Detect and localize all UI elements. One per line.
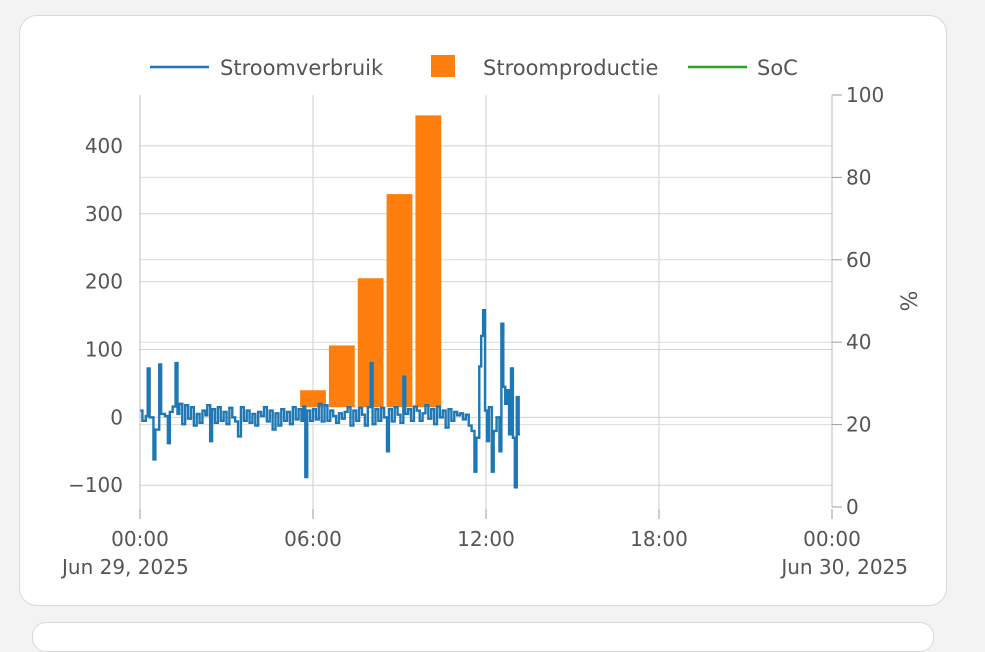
production-bar-1: [328, 345, 355, 408]
y2-tick-label: 80: [846, 165, 871, 189]
production-bar-3: [386, 194, 413, 408]
y-tick-label: −100: [68, 473, 123, 497]
y-tick-label: 0: [110, 405, 123, 429]
x-date-label: Jun 29, 2025: [60, 555, 189, 579]
y-tick-label: 400: [85, 134, 123, 158]
consumption-series: [140, 308, 521, 489]
legend-swatch-bar: [431, 55, 455, 77]
legend-label[interactable]: Stroomproductie: [483, 56, 658, 80]
y2-tick-label: 20: [846, 413, 871, 437]
x-tick-label: 00:00: [803, 527, 861, 551]
axes: −100 0 100 200 300 400 0 20 40 60 80 100% 00:00 Jun 2…: [60, 83, 923, 579]
consumption-line: [140, 308, 521, 489]
y2-tick-label: 60: [846, 248, 871, 272]
y-tick-label: 300: [85, 202, 123, 226]
y2-axis-title: %: [898, 291, 923, 312]
y-tick-label: 100: [85, 338, 123, 362]
legend-label[interactable]: Stroomverbruik: [220, 56, 384, 80]
y-tick-label: 200: [85, 270, 123, 294]
legend-label[interactable]: SoC: [757, 56, 798, 80]
x-date-label: Jun 30, 2025: [779, 555, 908, 579]
production-bar-4: [415, 115, 442, 408]
x-tick-label: 06:00: [284, 527, 342, 551]
legend: Stroomverbruik Stroomproductie SoC: [150, 55, 798, 80]
x-tick-label: 00:00: [111, 527, 169, 551]
y2-tick-label: 40: [846, 330, 871, 354]
y2-tick-label: 100: [846, 83, 884, 107]
gridlines: [140, 95, 832, 509]
x-tick-label: 12:00: [457, 527, 515, 551]
y2-tick-label: 0: [846, 495, 859, 519]
x-tick-label: 18:00: [630, 527, 688, 551]
energy-chart: Stroomverbruik Stroomproductie SoC −100 0 10…: [60, 55, 923, 579]
